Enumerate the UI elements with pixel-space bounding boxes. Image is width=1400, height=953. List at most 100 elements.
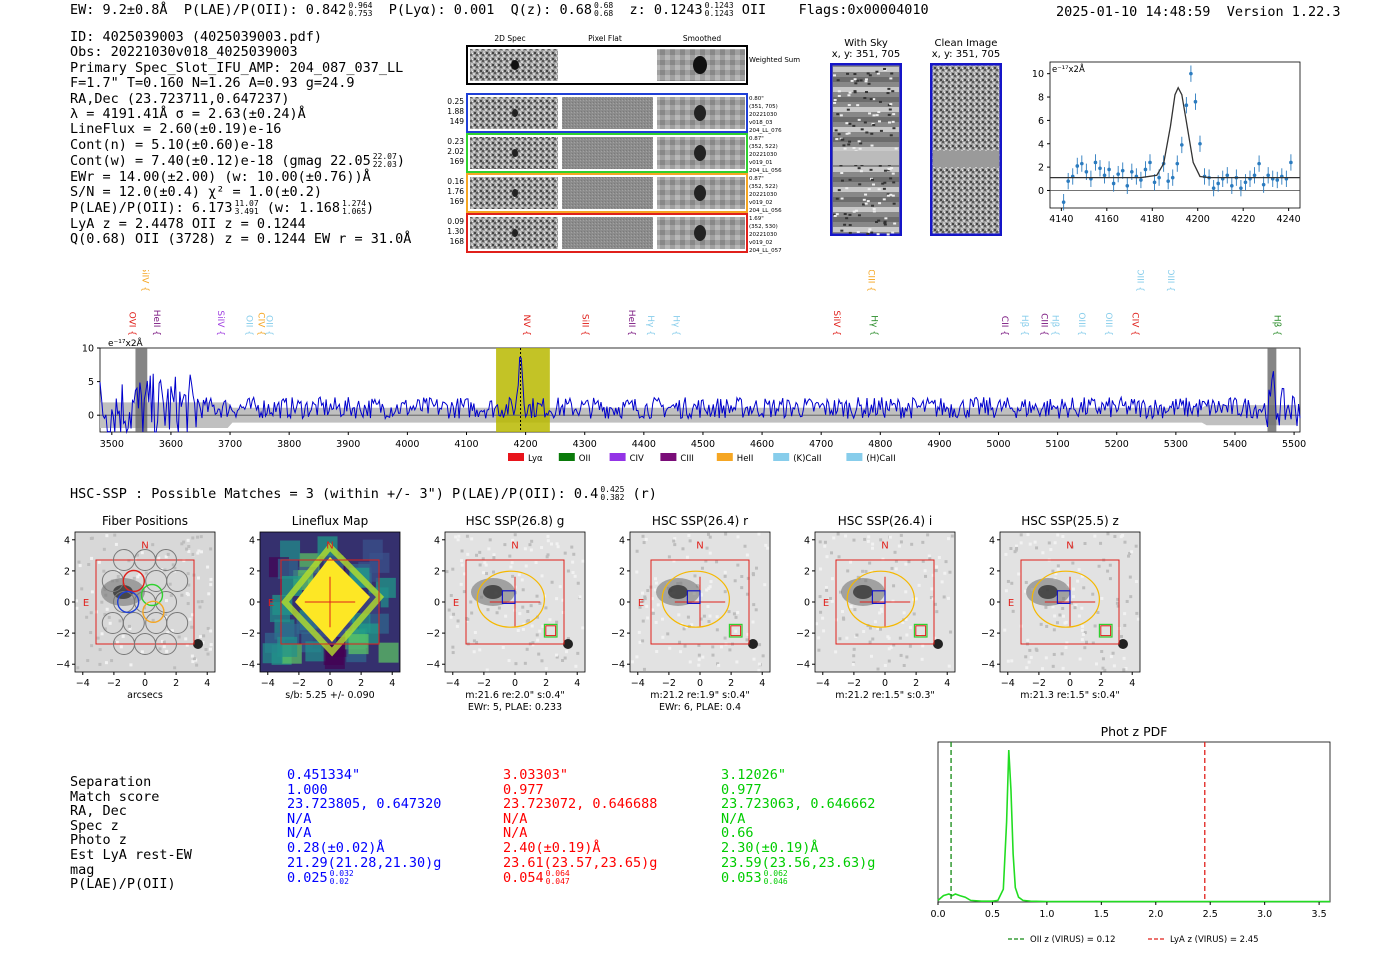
- sky-noise: [892, 127, 896, 130]
- hsc-xtick-label: −4: [1001, 678, 1015, 689]
- hsc-noise: [889, 645, 893, 649]
- hsc-noise: [89, 611, 93, 615]
- sky-noise: [886, 193, 890, 196]
- sky-stripe: [833, 127, 899, 132]
- sky-noise: [878, 164, 882, 167]
- hsc-noise: [1006, 579, 1010, 583]
- hsc-noise: [119, 645, 123, 649]
- hsc-noise: [751, 620, 755, 624]
- north-label: N: [696, 540, 703, 551]
- spec2d-row-value: 0.25: [447, 97, 464, 106]
- hsc-noise: [526, 609, 530, 613]
- sky-noise: [884, 217, 888, 220]
- zoom-ytick-label: 4: [1038, 139, 1044, 150]
- hsc-noise: [451, 567, 455, 571]
- sky-noise: [836, 113, 840, 116]
- sky-noise: [879, 129, 883, 132]
- hsc-noise: [740, 574, 744, 578]
- hsc-ytick-label: 4: [804, 535, 810, 546]
- sky-noise: [854, 164, 858, 167]
- sky-noise: [847, 94, 851, 97]
- hsc-noise: [1093, 624, 1097, 628]
- hsc-noise: [449, 593, 453, 597]
- hsc-noise: [654, 620, 658, 624]
- hsc-noise: [883, 663, 887, 667]
- hsc-ytick-label: 4: [64, 535, 70, 546]
- sky-noise: [833, 214, 837, 217]
- sky-noise: [868, 74, 872, 77]
- hsc-noise: [935, 610, 939, 614]
- sky-noise: [840, 179, 844, 182]
- hsc-noise: [173, 666, 177, 670]
- sky-noise: [840, 229, 844, 232]
- hsc-noise: [185, 547, 189, 551]
- spectrum-xtick-label: 5300: [1164, 439, 1188, 450]
- hsc-noise: [563, 551, 567, 555]
- info-qline: Q(0.68) OII (3728) z = 0.1244 EW r = 31.…: [70, 231, 412, 248]
- spec2d-row-value: 0.16: [447, 177, 464, 186]
- hsc-xtick-label: 0: [327, 678, 333, 689]
- hsc-noise: [825, 588, 829, 592]
- hsc-noise: [75, 599, 79, 603]
- hsc-ytick-label: 4: [434, 535, 440, 546]
- spectrum-xtick-label: 3900: [336, 439, 360, 450]
- hsc-noise: [1074, 604, 1078, 608]
- hsc-noise: [140, 650, 144, 654]
- hsc-noise: [853, 608, 857, 612]
- sky-noise: [837, 90, 841, 93]
- sky-noise: [883, 181, 887, 184]
- match-cell: 0.053 0.062 0.046: [721, 869, 788, 887]
- hsc-noise: [459, 582, 463, 586]
- sky-noise: [867, 82, 871, 85]
- hsc-noise: [711, 653, 715, 657]
- hsc-noise: [666, 632, 670, 636]
- hsc-noise: [1123, 623, 1127, 627]
- sky-noise: [886, 194, 890, 197]
- hsc-noise: [80, 587, 84, 591]
- hsc-noise: [465, 619, 469, 623]
- legend-swatch: [609, 453, 626, 461]
- hsc-noise: [830, 577, 834, 581]
- hsc-noise: [511, 574, 515, 578]
- hsc-noise: [819, 567, 823, 571]
- info-lambda: λ = 4191.41Å σ = 2.63(±0.24)Å: [70, 106, 306, 123]
- fiber-circle: [155, 549, 177, 571]
- sky-stripe: [833, 167, 899, 172]
- hsc-noise: [746, 632, 750, 636]
- north-label: N: [141, 540, 148, 551]
- hsc-noise: [100, 632, 104, 636]
- sky-noise: [869, 98, 873, 101]
- hsc-noise: [687, 533, 691, 537]
- zoom-data-point: [1230, 184, 1234, 188]
- sky-stripe: [833, 207, 899, 212]
- hsc-noise: [757, 532, 761, 536]
- hsc-noise: [1049, 548, 1053, 552]
- hsc-noise: [516, 629, 520, 633]
- fiber-circle: [166, 570, 189, 592]
- line-id-label: NV {: [521, 315, 531, 336]
- table-label: Photo z: [70, 832, 127, 849]
- hsc-xtick-label: 0: [512, 678, 518, 689]
- search-box: [95, 559, 195, 645]
- hsc-noise: [708, 614, 712, 618]
- hsc-noise: [1080, 606, 1084, 610]
- header-qz-lo: 0.68: [593, 9, 614, 18]
- hsc-noise: [904, 618, 908, 622]
- hsc-noise: [852, 538, 856, 542]
- hsc-noise: [1029, 655, 1033, 659]
- hsc-noise: [1081, 633, 1085, 637]
- hsc-noise: [510, 561, 514, 565]
- hsc-noise: [541, 624, 545, 628]
- hsc-noise: [734, 629, 738, 633]
- sky-noise: [877, 188, 881, 191]
- hsc-noise: [563, 656, 567, 660]
- sky-noise: [839, 137, 843, 140]
- hsc-noise: [105, 607, 109, 611]
- hsc-noise: [849, 560, 853, 564]
- hsc-noise: [132, 576, 136, 580]
- sky-stripe: [833, 117, 899, 122]
- hsc-noise: [518, 612, 522, 616]
- table-label: Match score: [70, 788, 160, 805]
- hsc-noise: [521, 605, 525, 609]
- hsc-noise: [191, 536, 195, 540]
